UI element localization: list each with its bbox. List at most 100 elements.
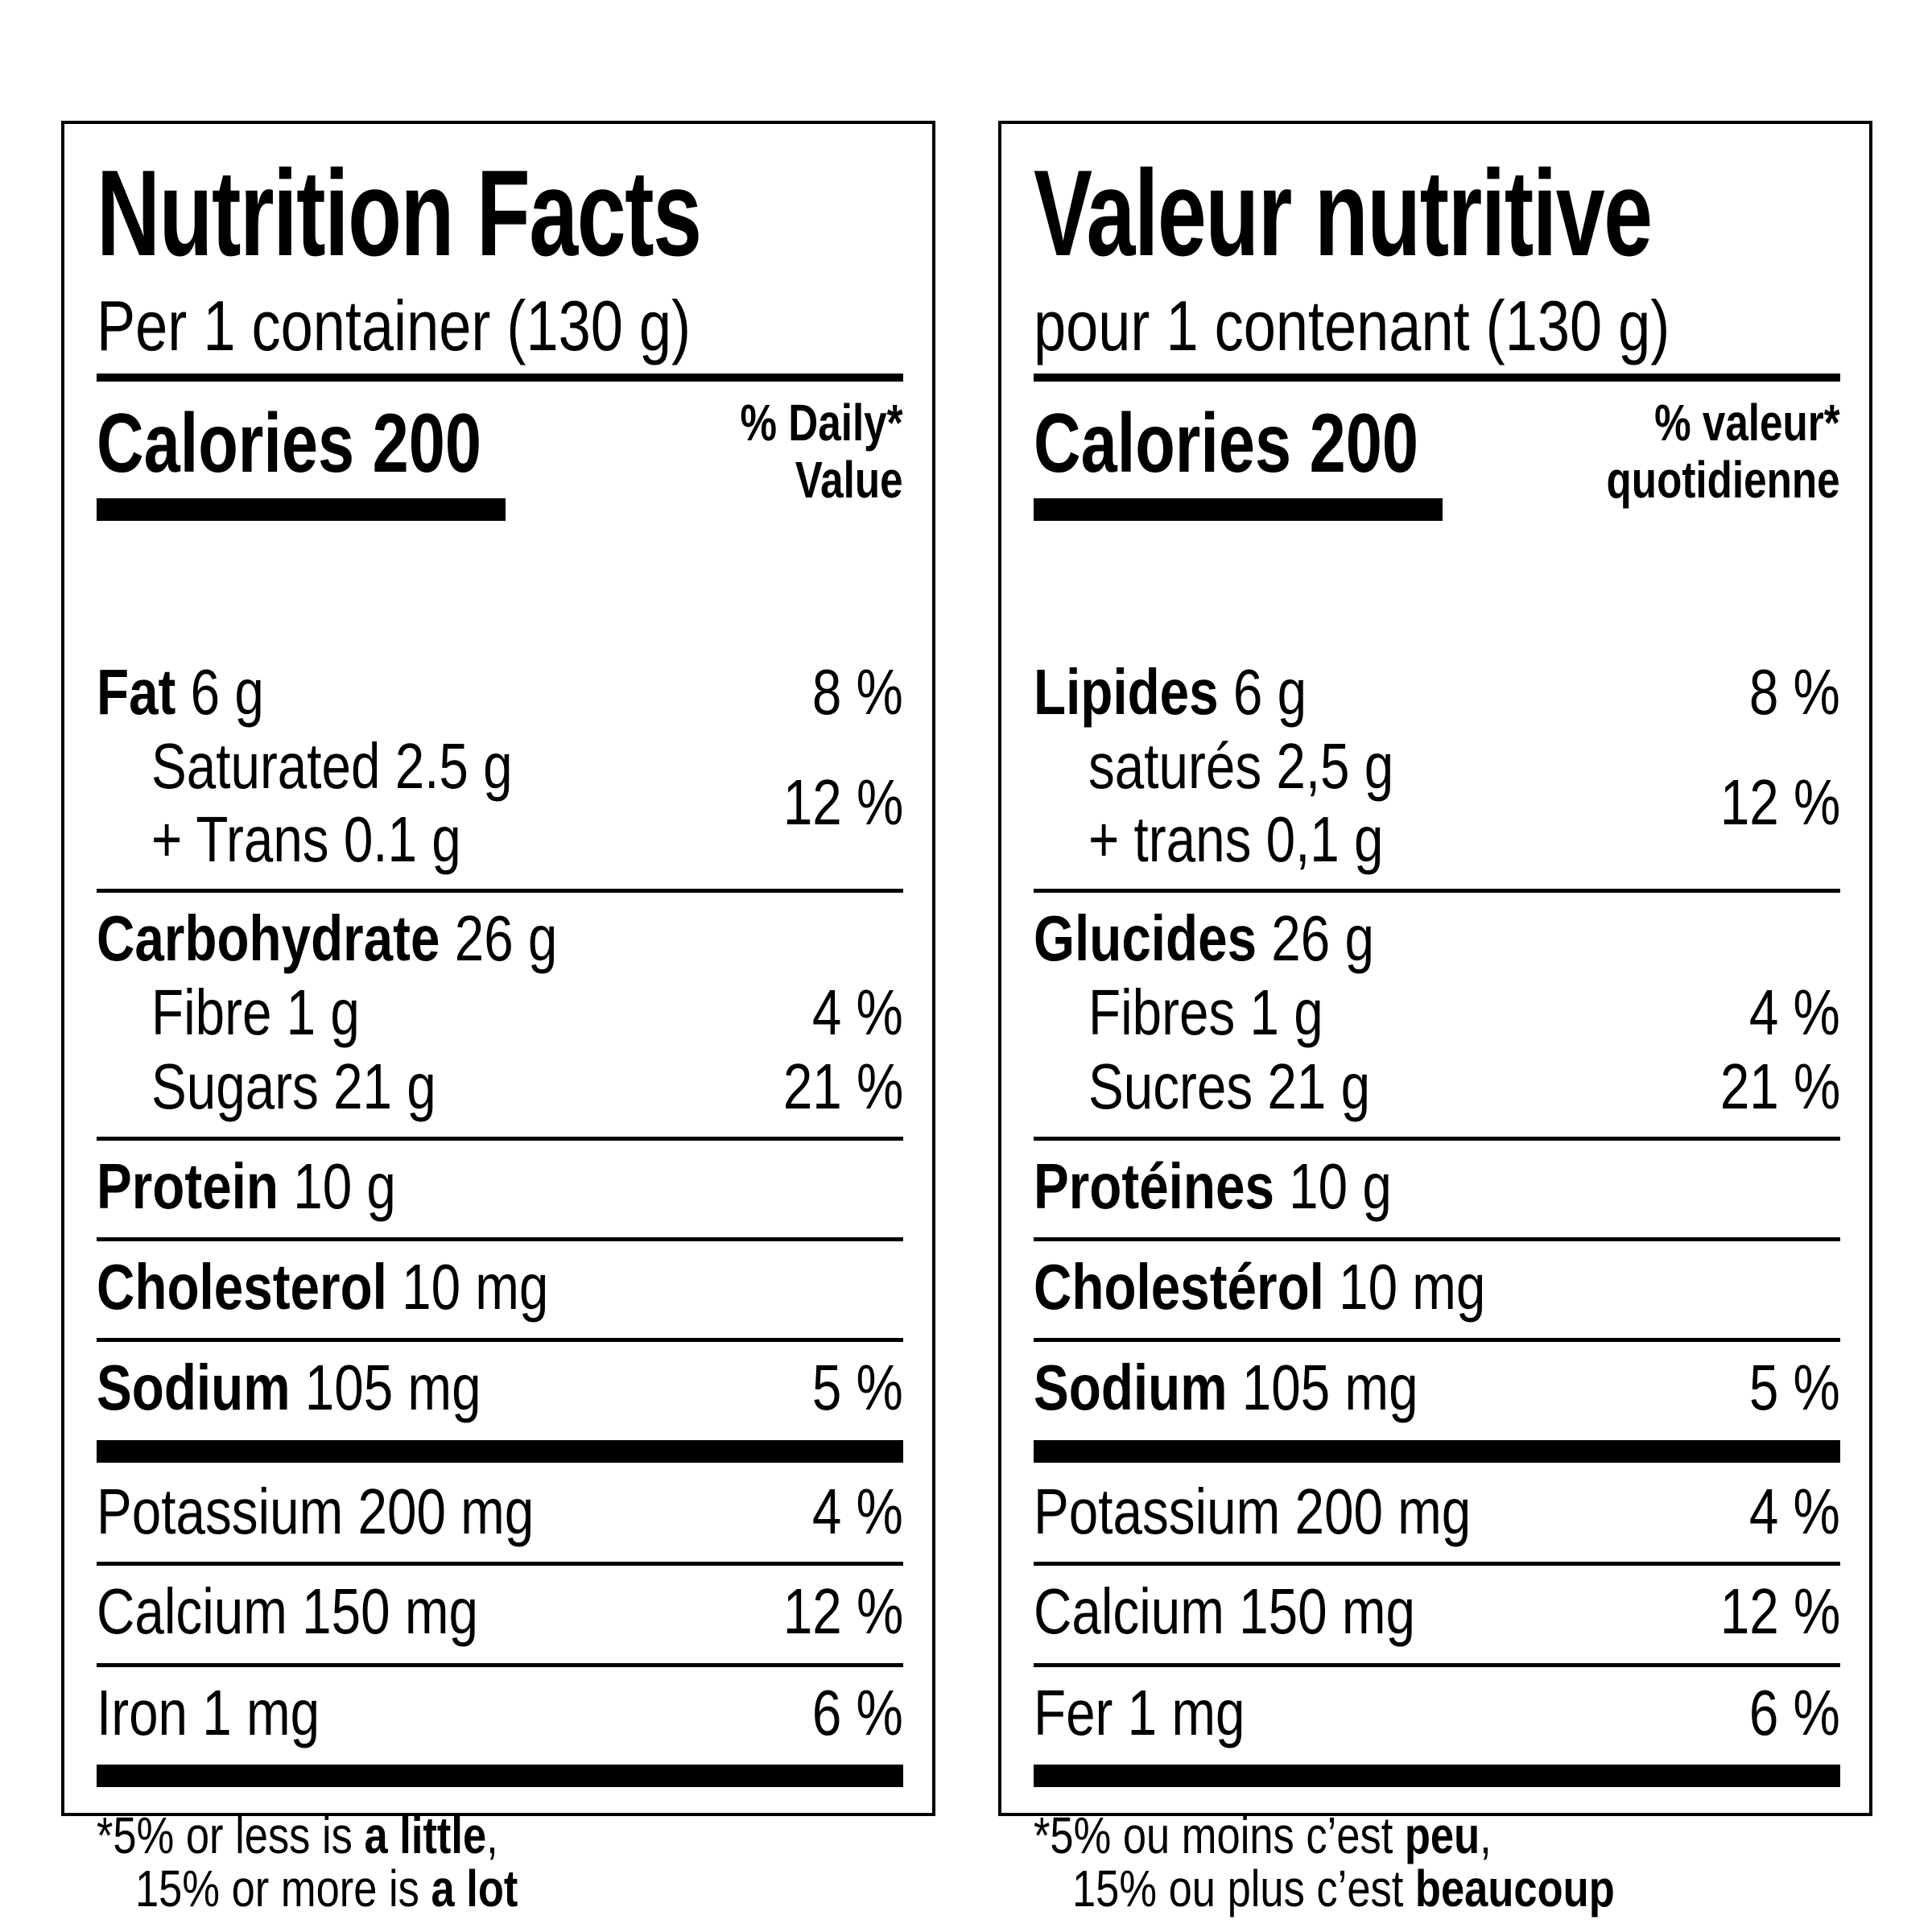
fibre-row: Fibres 1 g bbox=[1088, 976, 1323, 1048]
divider-thick bbox=[1034, 374, 1840, 382]
cholesterol-label: Cholestérol bbox=[1034, 1251, 1324, 1323]
carbohydrate-amount: 26 g bbox=[440, 902, 558, 974]
cholesterol-amount: 10 mg bbox=[386, 1251, 549, 1323]
calories-label: Calories 200 bbox=[1034, 397, 1419, 490]
divider-thick bbox=[97, 1765, 903, 1787]
calcium-percent: 12 % bbox=[1719, 1575, 1840, 1647]
panel-content: Valeur nutritive pour 1 contenant (130 g… bbox=[1034, 124, 1840, 1918]
carbohydrate-row: Carbohydrate 26 g bbox=[97, 902, 557, 976]
potassium-percent: 4 % bbox=[1748, 1476, 1840, 1547]
divider bbox=[1034, 1137, 1840, 1141]
calories-underline bbox=[1034, 498, 1443, 521]
sodium-row: Sodium 105 mg bbox=[1034, 1351, 1418, 1425]
protein-row: Protéines 10 g bbox=[1034, 1150, 1392, 1224]
daily-value-header: % valeur* quotidienne bbox=[1607, 394, 1840, 509]
sugars-row: Sucres 21 g bbox=[1088, 1051, 1371, 1122]
sodium-percent: 5 % bbox=[811, 1352, 903, 1423]
calcium-row: Calcium 150 mg bbox=[1034, 1575, 1415, 1647]
divider-thick bbox=[1034, 1765, 1840, 1787]
fibre-percent: 4 % bbox=[1748, 976, 1840, 1048]
panel-title: Nutrition Facts bbox=[97, 145, 702, 282]
potassium-row: Potassium 200 mg bbox=[97, 1476, 535, 1547]
footnote-line1: *5% ou moins c’est peu, bbox=[1034, 1806, 1492, 1864]
calories-underline bbox=[97, 498, 506, 521]
fat-label: Lipides bbox=[1034, 656, 1219, 728]
divider bbox=[97, 1137, 903, 1141]
sodium-amount: 105 mg bbox=[1227, 1352, 1418, 1423]
daily-value-header-line2: Value bbox=[795, 451, 903, 509]
divider bbox=[1034, 889, 1840, 893]
saturated-row: saturés 2,5 g bbox=[1088, 730, 1394, 802]
fat-row: Fat 6 g bbox=[97, 655, 264, 729]
protein-row: Protein 10 g bbox=[97, 1150, 396, 1224]
cholesterol-row: Cholesterol 10 mg bbox=[97, 1250, 548, 1324]
potassium-row: Potassium 200 mg bbox=[1034, 1476, 1472, 1547]
trans-row: + trans 0,1 g bbox=[1088, 803, 1384, 875]
sodium-label: Sodium bbox=[97, 1352, 291, 1423]
sat-trans-percent: 12 % bbox=[1719, 766, 1840, 838]
sugars-percent: 21 % bbox=[782, 1051, 903, 1122]
potassium-percent: 4 % bbox=[811, 1476, 903, 1547]
divider-thick bbox=[1034, 1440, 1840, 1463]
divider bbox=[97, 1562, 903, 1566]
footnote-line2: 15% or more is a lot bbox=[135, 1860, 518, 1918]
footnote-line1: *5% or less is a little, bbox=[97, 1806, 498, 1864]
daily-value-header-line2: quotidienne bbox=[1606, 451, 1840, 509]
divider-thick bbox=[97, 374, 903, 382]
sodium-row: Sodium 105 mg bbox=[97, 1351, 481, 1425]
sat-trans-percent: 12 % bbox=[782, 766, 903, 838]
protein-amount: 10 g bbox=[278, 1150, 396, 1222]
calcium-row: Calcium 150 mg bbox=[97, 1575, 478, 1647]
daily-value-header-line1: % valeur* bbox=[1654, 394, 1840, 452]
fat-amount: 6 g bbox=[175, 656, 264, 728]
fat-percent: 8 % bbox=[1748, 656, 1840, 728]
fibre-row: Fibre 1 g bbox=[151, 976, 360, 1048]
saturated-row: Saturated 2.5 g bbox=[151, 730, 513, 802]
sodium-percent: 5 % bbox=[1748, 1352, 1840, 1423]
divider bbox=[1034, 1663, 1840, 1667]
divider bbox=[1034, 1562, 1840, 1566]
calories-label: Calories 200 bbox=[97, 397, 482, 490]
cholesterol-label: Cholesterol bbox=[97, 1251, 387, 1323]
fat-label: Fat bbox=[97, 656, 176, 728]
panel-content: Nutrition Facts Per 1 container (130 g) … bbox=[97, 124, 903, 1918]
nutrition-panel-english: Nutrition Facts Per 1 container (130 g) … bbox=[61, 121, 935, 1918]
divider bbox=[97, 1338, 903, 1342]
daily-value-header: % Daily* Value bbox=[741, 394, 903, 509]
sodium-amount: 105 mg bbox=[290, 1352, 481, 1423]
panel-title: Valeur nutritive bbox=[1034, 145, 1653, 282]
iron-percent: 6 % bbox=[1748, 1677, 1840, 1748]
divider-thick bbox=[97, 1440, 903, 1463]
cholesterol-amount: 10 mg bbox=[1323, 1251, 1486, 1323]
fat-row: Lipides 6 g bbox=[1034, 655, 1307, 729]
daily-value-header-line1: % Daily* bbox=[740, 394, 903, 452]
serving-size: pour 1 contenant (130 g) bbox=[1034, 286, 1670, 365]
carbohydrate-row: Glucides 26 g bbox=[1034, 902, 1374, 976]
iron-row: Fer 1 mg bbox=[1034, 1677, 1245, 1748]
iron-row: Iron 1 mg bbox=[97, 1677, 320, 1748]
iron-percent: 6 % bbox=[811, 1677, 903, 1748]
sugars-percent: 21 % bbox=[1719, 1051, 1840, 1122]
divider bbox=[97, 1237, 903, 1241]
nutrition-panel-french: Valeur nutritive pour 1 contenant (130 g… bbox=[998, 121, 1872, 1918]
divider bbox=[1034, 1338, 1840, 1342]
footnote-line2: 15% ou plus c’est beaucoup bbox=[1072, 1860, 1615, 1918]
fibre-percent: 4 % bbox=[811, 976, 903, 1048]
carbohydrate-label: Glucides bbox=[1034, 902, 1257, 974]
carbohydrate-label: Carbohydrate bbox=[97, 902, 440, 974]
calcium-percent: 12 % bbox=[782, 1575, 903, 1647]
sodium-label: Sodium bbox=[1034, 1352, 1228, 1423]
trans-row: + Trans 0.1 g bbox=[151, 803, 461, 875]
footnote-asterisk: * bbox=[97, 1806, 114, 1864]
protein-label: Protein bbox=[97, 1150, 279, 1222]
protein-label: Protéines bbox=[1034, 1150, 1274, 1222]
divider bbox=[1034, 1237, 1840, 1241]
sugars-row: Sugars 21 g bbox=[151, 1051, 436, 1122]
cholesterol-row: Cholestérol 10 mg bbox=[1034, 1250, 1485, 1324]
protein-amount: 10 g bbox=[1274, 1150, 1392, 1222]
carbohydrate-amount: 26 g bbox=[1257, 902, 1374, 974]
divider bbox=[97, 1663, 903, 1667]
footnote-asterisk: * bbox=[1034, 1806, 1051, 1864]
fat-percent: 8 % bbox=[811, 656, 903, 728]
fat-amount: 6 g bbox=[1218, 656, 1307, 728]
